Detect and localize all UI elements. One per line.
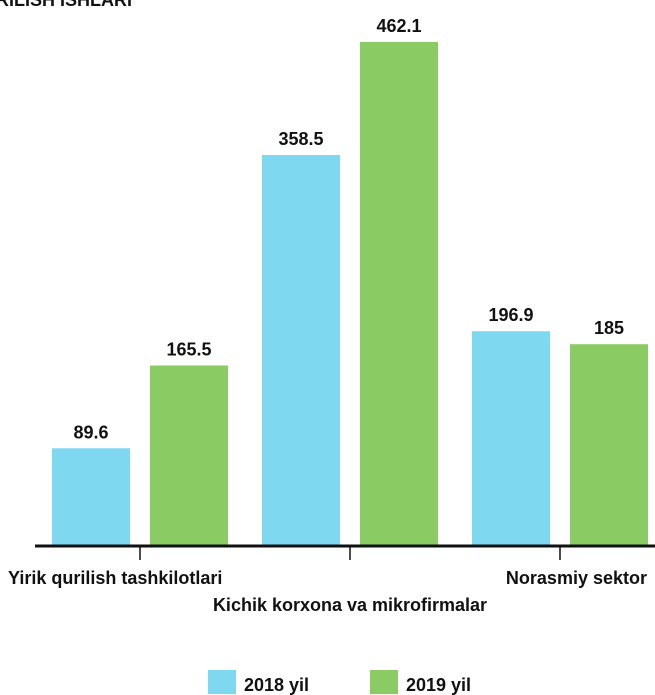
bar <box>472 331 550 546</box>
data-label: 462.1 <box>376 16 421 36</box>
legend-swatch <box>370 670 398 694</box>
data-label: 196.9 <box>488 305 533 325</box>
data-label: 89.6 <box>73 422 108 442</box>
legend-swatch <box>208 670 236 694</box>
x-tick-label: Norasmiy sektor <box>506 568 647 588</box>
legend-label: 2018 yil <box>244 675 309 695</box>
data-label: 165.5 <box>166 339 211 359</box>
bar <box>360 42 438 546</box>
bar <box>262 154 340 547</box>
x-tick-label: Kichik korxona va mikrofirmalar <box>213 595 487 615</box>
bar <box>570 344 648 546</box>
bar <box>150 365 228 546</box>
data-label: 185 <box>594 318 624 338</box>
x-tick-label: Yirik qurilish tashkilotlari <box>8 568 222 588</box>
legend-label: 2019 yil <box>406 675 471 695</box>
data-label: 358.5 <box>278 129 323 149</box>
chart-title: RILISH ISHLARI <box>0 0 132 10</box>
bar <box>52 448 130 546</box>
